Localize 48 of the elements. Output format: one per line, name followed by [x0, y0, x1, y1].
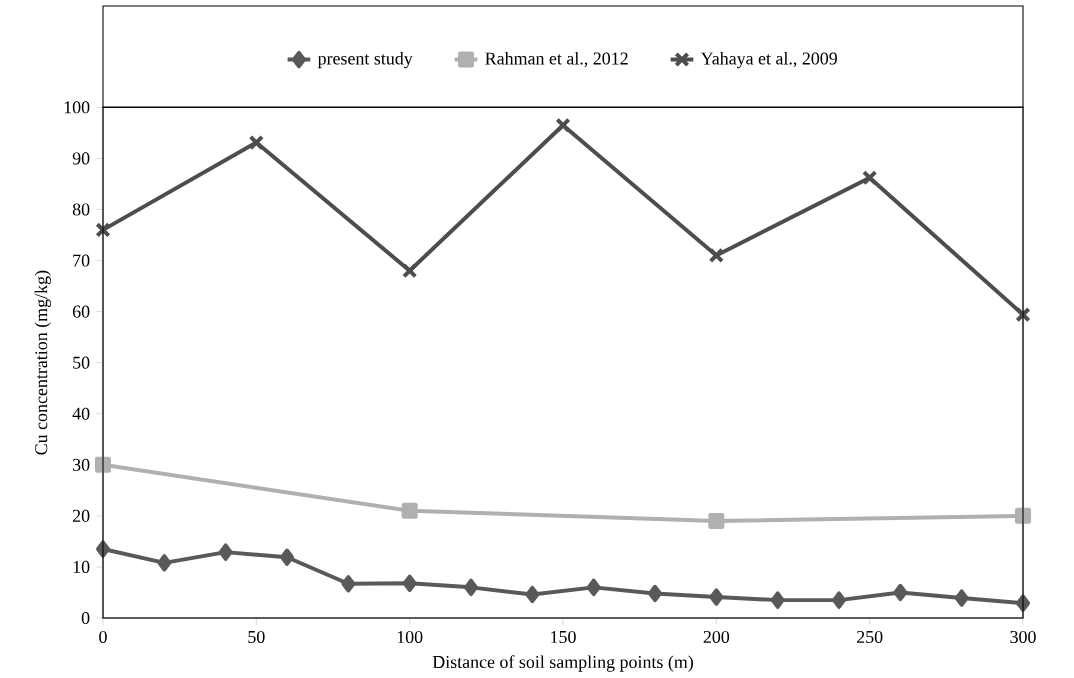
point	[402, 263, 418, 279]
point	[1015, 508, 1032, 525]
y-tick-label: 30	[73, 458, 90, 471]
point	[586, 578, 601, 597]
point	[280, 548, 294, 567]
x-tick-label: 0	[99, 631, 107, 644]
legend-label: Yahaya et al., 2009	[700, 52, 837, 69]
x-tick-label: 100	[397, 631, 423, 644]
y-tick-label: 20	[72, 509, 90, 523]
point	[464, 578, 479, 597]
point	[341, 575, 356, 593]
y-tick-label: 50	[73, 356, 90, 369]
y-tick-label: 60	[72, 305, 90, 318]
legend-label: present study	[317, 52, 413, 69]
point	[95, 456, 111, 473]
x-tick-label: 150	[551, 631, 576, 644]
y-tick-label: 90	[72, 152, 90, 165]
x-tick-label: 200	[703, 631, 730, 644]
point	[708, 513, 725, 530]
y-tick-label: 10	[73, 561, 90, 574]
point	[954, 589, 969, 607]
y-tick-label: 0	[81, 612, 90, 625]
legend-label: Rahman et al., 2012	[485, 52, 628, 68]
y-tick-label: 80	[72, 203, 90, 216]
point	[157, 554, 172, 572]
point	[95, 222, 111, 238]
point	[770, 591, 785, 609]
point	[648, 584, 662, 603]
x-tick-label: 50	[248, 631, 265, 644]
point	[525, 585, 540, 604]
x-tick-label: 250	[857, 631, 883, 644]
x-tick-label: 300	[1010, 631, 1036, 644]
point	[555, 117, 571, 133]
y-axis-title: Cu concentration (mg/kg)	[34, 270, 51, 455]
point	[1015, 307, 1031, 323]
point	[709, 588, 724, 606]
point	[218, 543, 233, 561]
point	[248, 135, 264, 151]
point	[402, 574, 417, 593]
y-tick-label: 70	[73, 254, 90, 267]
point	[708, 247, 724, 264]
y-tick-label: 40	[72, 407, 90, 420]
point	[401, 502, 418, 519]
y-tick-label: 100	[64, 101, 90, 114]
point	[893, 583, 908, 602]
point	[832, 591, 847, 609]
x-axis-title: Distance of soil sampling points (m)	[432, 655, 693, 672]
point	[862, 170, 878, 186]
